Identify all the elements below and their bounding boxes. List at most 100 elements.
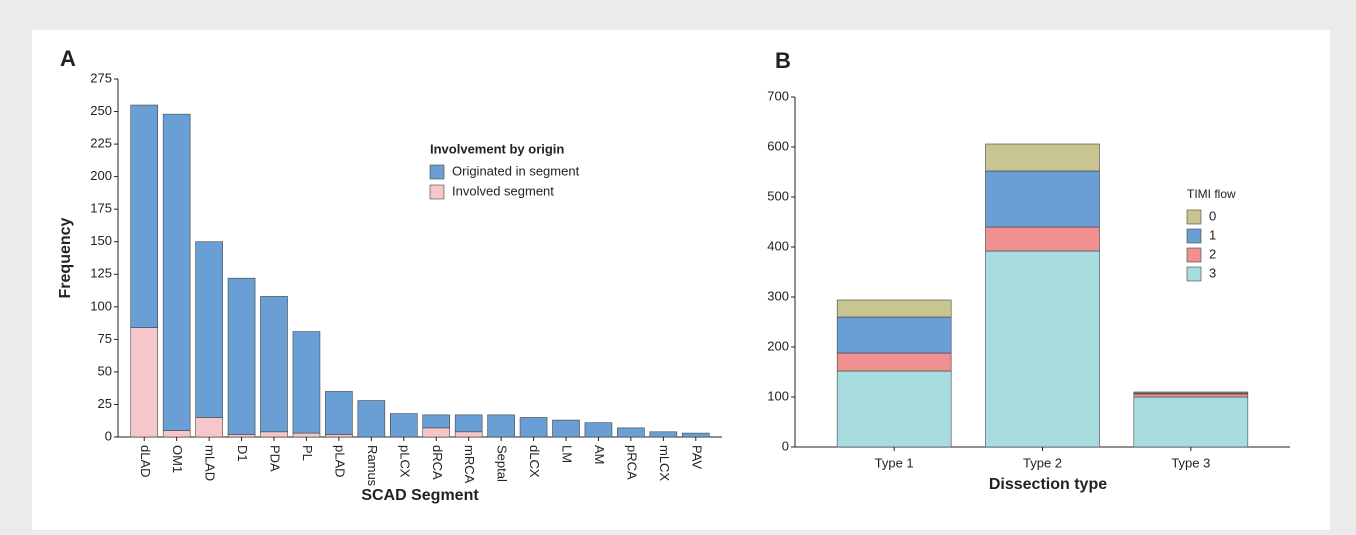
bar-segment: [195, 241, 223, 418]
x-tick-label: Ramus: [365, 445, 380, 487]
bar-segment: [260, 431, 288, 438]
y-axis-label: Frequency: [57, 217, 74, 298]
legend-swatch: [1186, 209, 1202, 225]
y-tick-label: 500: [767, 188, 789, 203]
bar-segment: [1133, 396, 1249, 448]
y-tick-label: 0: [105, 428, 112, 443]
y-tick-label: 225: [90, 136, 112, 151]
x-tick-label: LM: [560, 445, 575, 463]
y-tick-label: 275: [90, 70, 112, 85]
bar-segment: [454, 414, 483, 433]
legend-label: 0: [1209, 208, 1216, 223]
x-tick-label: Type 2: [1023, 455, 1062, 470]
legend-label: 2: [1209, 246, 1216, 261]
bar-segment: [1133, 393, 1249, 398]
bar-segment: [227, 277, 256, 435]
bar-segment: [681, 432, 710, 438]
x-tick-label: pLCX: [397, 445, 412, 478]
y-tick-label: 75: [98, 331, 112, 346]
bar-segment: [985, 250, 1100, 448]
bar-segment: [292, 331, 321, 434]
x-axis-label: Dissection type: [989, 476, 1107, 493]
legend-swatch: [1186, 266, 1202, 282]
bar-segment: [292, 432, 321, 438]
y-tick-label: 400: [767, 238, 789, 253]
x-tick-label: pLAD: [332, 445, 347, 478]
bar-segment: [422, 427, 451, 438]
bar-segment: [1133, 391, 1249, 394]
y-tick-label: 250: [90, 103, 112, 118]
x-tick-label: D1: [235, 445, 250, 462]
bar-segment: [985, 143, 1100, 172]
bar-segment: [617, 427, 645, 438]
x-tick-label: dLCX: [527, 445, 542, 478]
legend-label: Involved segment: [452, 183, 554, 198]
x-tick-label: Type 1: [875, 455, 914, 470]
y-tick-label: 600: [767, 138, 789, 153]
bar-segment: [649, 431, 678, 438]
y-tick-label: 100: [767, 388, 789, 403]
bar-segment: [357, 400, 386, 438]
legend-label: 1: [1209, 227, 1216, 242]
legend-swatch: [429, 184, 445, 200]
y-tick-label: 0: [782, 438, 789, 453]
x-tick-label: dRCA: [430, 445, 445, 480]
x-axis-label: SCAD Segment: [361, 487, 479, 504]
bar-segment: [836, 352, 952, 372]
bar-segment: [260, 296, 288, 433]
y-tick-label: 300: [767, 288, 789, 303]
bar-segment: [454, 431, 483, 438]
y-tick-label: 700: [767, 88, 789, 103]
x-tick-label: PL: [300, 445, 315, 461]
bar-segment: [389, 413, 418, 438]
x-tick-label: PDA: [268, 445, 283, 472]
x-tick-label: AM: [592, 445, 607, 465]
panel: [32, 30, 1330, 530]
x-tick-label: mLAD: [203, 445, 218, 481]
legend-title: Involvement by origin: [430, 141, 564, 156]
x-tick-label: Septal: [495, 445, 510, 482]
bar-segment: [985, 226, 1100, 252]
bar-segment: [487, 414, 515, 438]
legend-swatch: [1186, 247, 1202, 263]
x-tick-label: Type 3: [1171, 455, 1210, 470]
y-tick-label: 150: [90, 233, 112, 248]
y-tick-label: 125: [90, 266, 112, 281]
legend-swatch: [429, 164, 445, 180]
y-tick-label: 100: [90, 298, 112, 313]
y-tick-label: 200: [90, 168, 112, 183]
bar-segment: [162, 430, 191, 438]
legend-label: 3: [1209, 265, 1216, 280]
bar-segment: [985, 170, 1100, 228]
x-tick-label: mLCX: [657, 445, 672, 481]
bar-segment: [422, 414, 451, 429]
bar-segment: [519, 417, 548, 438]
bar-segment: [162, 113, 191, 431]
y-tick-label: 175: [90, 201, 112, 216]
y-tick-label: 25: [98, 396, 112, 411]
panel-label: A: [60, 46, 76, 71]
bar-segment: [227, 434, 256, 438]
legend-title: TIMI flow: [1187, 187, 1236, 201]
bar-segment: [130, 327, 159, 438]
x-tick-label: pRCA: [624, 445, 639, 480]
bar-segment: [195, 417, 223, 438]
bar-segment: [584, 422, 613, 438]
panel-label: B: [775, 48, 791, 73]
x-tick-label: PAV: [689, 445, 704, 469]
bar-segment: [325, 434, 353, 438]
x-tick-label: mRCA: [462, 445, 477, 484]
y-tick-label: 200: [767, 338, 789, 353]
bar-segment: [836, 370, 952, 448]
bar-segment: [836, 316, 952, 354]
x-tick-label: OM1: [170, 445, 185, 473]
x-tick-label: dLAD: [138, 445, 153, 478]
legend-swatch: [1186, 228, 1202, 244]
bar-segment: [325, 391, 353, 435]
bar-segment: [130, 104, 159, 328]
bar-segment: [552, 419, 580, 438]
legend-label: Originated in segment: [452, 163, 580, 178]
bar-segment: [836, 299, 952, 318]
y-tick-label: 50: [98, 363, 112, 378]
